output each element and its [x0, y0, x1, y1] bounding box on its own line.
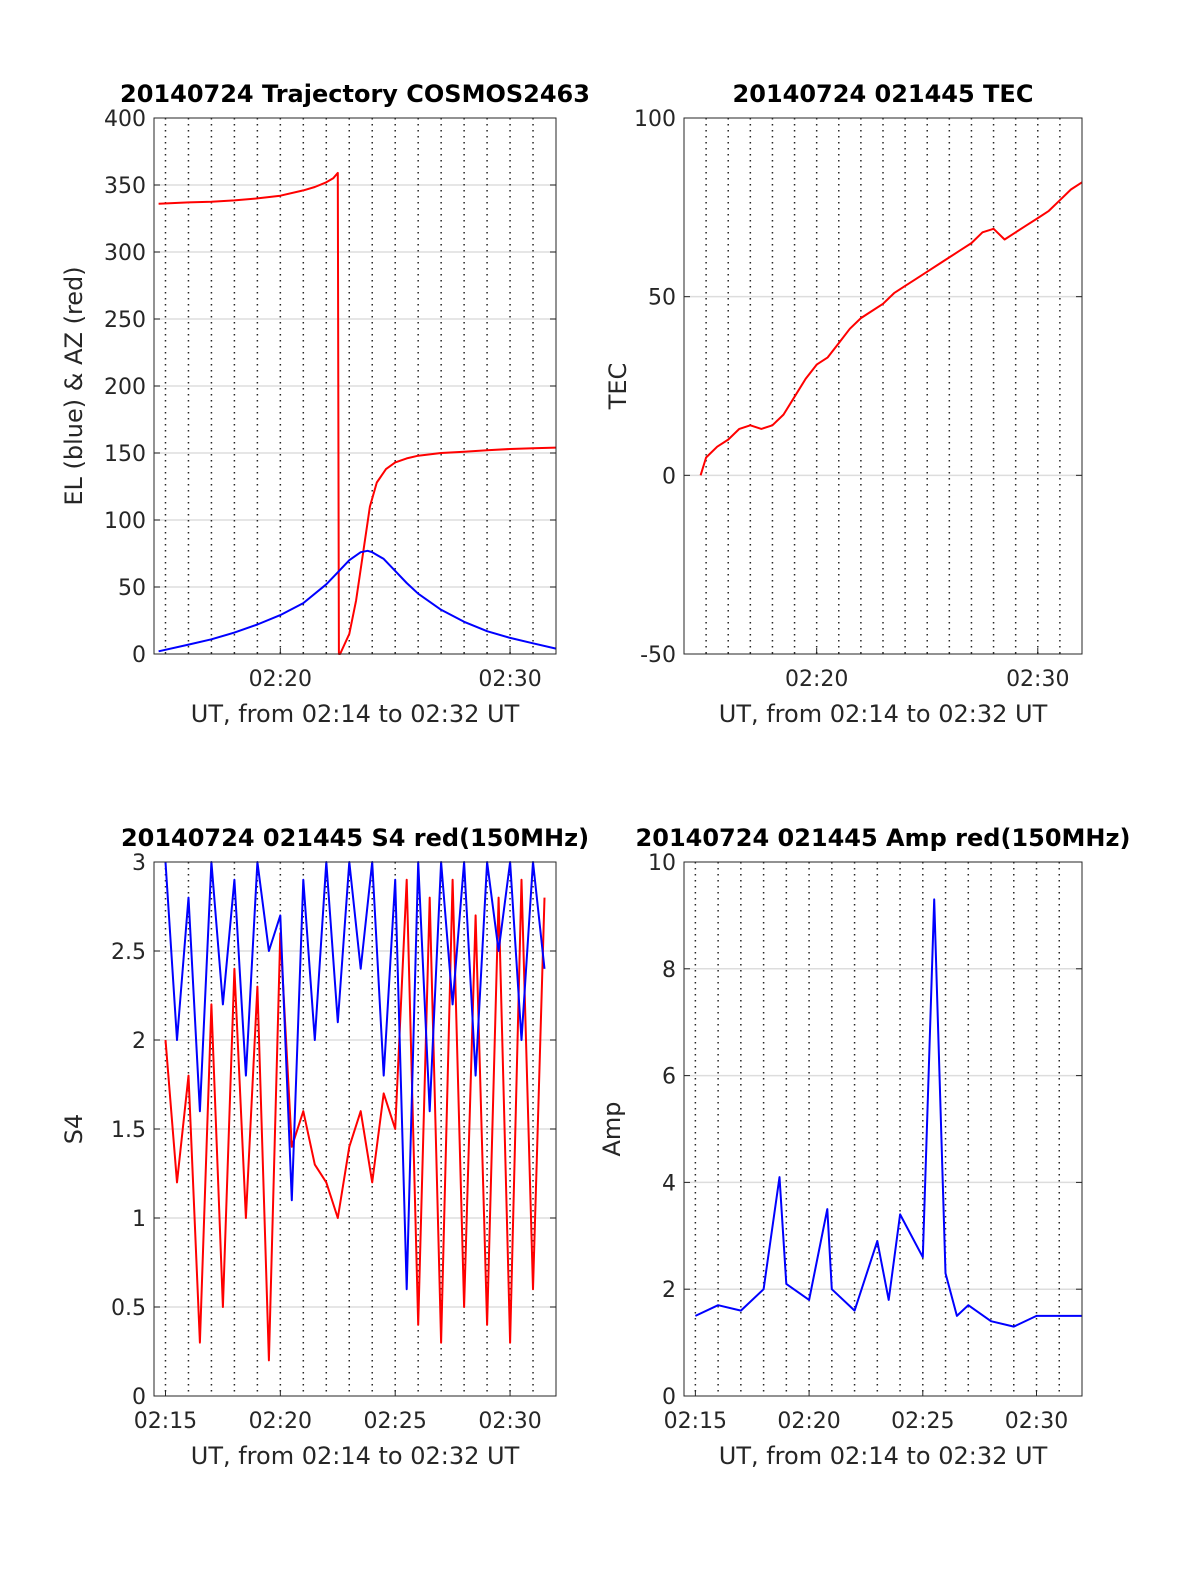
y-tick-label: 0	[132, 643, 146, 668]
tick-layer: 0 2 4 6 8 10 02:15 02:20 02:25 02:30	[648, 851, 1082, 1434]
x-axis-label: UT, from 02:14 to 02:32 UT	[191, 1442, 520, 1470]
x-tick-label: 02:30	[478, 667, 541, 692]
series-layer	[158, 171, 557, 655]
chart-title: 20140724 Trajectory COSMOS2463	[120, 80, 590, 108]
y-tick-label: 1	[132, 1207, 146, 1232]
tick-layer: -50 0 50 100 02:20 02:30	[634, 107, 1082, 692]
x-tick-label: 02:30	[1006, 667, 1069, 692]
x-axis-label: UT, from 02:14 to 02:32 UT	[191, 700, 520, 728]
series-line-1	[158, 549, 557, 653]
grid-layer	[684, 862, 1082, 1396]
series-line-1	[164, 861, 546, 1291]
y-tick-label: 50	[118, 576, 146, 601]
x-tick-label: 02:30	[1005, 1409, 1068, 1434]
axes-frame	[683, 117, 1083, 655]
chart-title: 20140724 021445 TEC	[733, 80, 1034, 108]
y-tick-label: 350	[104, 174, 146, 199]
y-tick-label: 2	[132, 1029, 146, 1054]
y-tick-label: 100	[104, 509, 146, 534]
x-tick-label: 02:30	[478, 1409, 541, 1434]
series-line-0	[699, 181, 1083, 476]
chart-trajectory: 0 50 100 150 200 250 300 350 400 02:20 02:30 20140…	[60, 80, 590, 728]
y-axis-label: TEC	[604, 363, 632, 411]
chart-amp: 0 2 4 6 8 10 02:15 02:20 02:25 02:30 20140724 021…	[598, 824, 1130, 1470]
chart-s4: 0 0.5 1 1.5 2 2.5 3 02:15 02:20 02:25 02:30 201407…	[60, 824, 589, 1470]
x-tick-label: 02:25	[891, 1409, 954, 1434]
y-tick-label: 10	[648, 851, 676, 876]
y-tick-label: 6	[662, 1065, 676, 1090]
y-tick-label: 2	[662, 1278, 676, 1303]
x-axis-label: UT, from 02:14 to 02:32 UT	[719, 1442, 1048, 1470]
x-tick-label: 02:20	[777, 1409, 840, 1434]
y-tick-label: -50	[640, 643, 676, 668]
series-line-0	[694, 898, 1082, 1328]
x-axis-label: UT, from 02:14 to 02:32 UT	[719, 700, 1048, 728]
axes-frame	[683, 861, 1083, 1397]
chart-title: 20140724 021445 Amp red(150MHz)	[636, 824, 1131, 852]
y-tick-label: 300	[104, 241, 146, 266]
y-tick-label: 8	[662, 958, 676, 983]
y-axis-label: Amp	[598, 1101, 626, 1156]
x-tick-label: 02:20	[249, 1409, 312, 1434]
y-tick-label: 4	[662, 1171, 676, 1196]
grid-layer	[684, 118, 1082, 654]
y-tick-label: 0.5	[111, 1296, 146, 1321]
y-tick-label: 100	[634, 107, 676, 132]
series-layer	[699, 181, 1083, 476]
y-axis-label: S4	[60, 1114, 88, 1145]
series-line-0	[158, 171, 557, 655]
y-tick-label: 3	[132, 851, 146, 876]
y-tick-label: 200	[104, 375, 146, 400]
grid-layer	[154, 118, 556, 654]
x-tick-label: 02:15	[664, 1409, 727, 1434]
series-layer	[694, 898, 1082, 1328]
y-tick-label: 0	[662, 464, 676, 489]
y-tick-label: 2.5	[111, 940, 146, 965]
x-tick-label: 02:25	[363, 1409, 426, 1434]
y-tick-label: 1.5	[111, 1118, 146, 1143]
y-tick-label: 0	[662, 1385, 676, 1410]
x-tick-label: 02:20	[249, 667, 312, 692]
y-axis-label: EL (blue) & AZ (red)	[60, 266, 88, 505]
y-tick-label: 0	[132, 1385, 146, 1410]
y-tick-label: 250	[104, 308, 146, 333]
y-tick-label: 50	[648, 286, 676, 311]
chart-title: 20140724 021445 S4 red(150MHz)	[121, 824, 589, 852]
x-tick-label: 02:20	[785, 667, 848, 692]
series-line-0	[164, 878, 546, 1362]
tick-layer: 0 50 100 150 200 250 300 350 400 02:20 02:30	[104, 107, 556, 692]
series-layer	[164, 861, 546, 1362]
tick-layer: 0 0.5 1 1.5 2 2.5 3 02:15 02:20 02:25 02:30	[111, 851, 556, 1434]
y-tick-label: 400	[104, 107, 146, 132]
x-tick-label: 02:15	[134, 1409, 197, 1434]
y-tick-label: 150	[104, 442, 146, 467]
